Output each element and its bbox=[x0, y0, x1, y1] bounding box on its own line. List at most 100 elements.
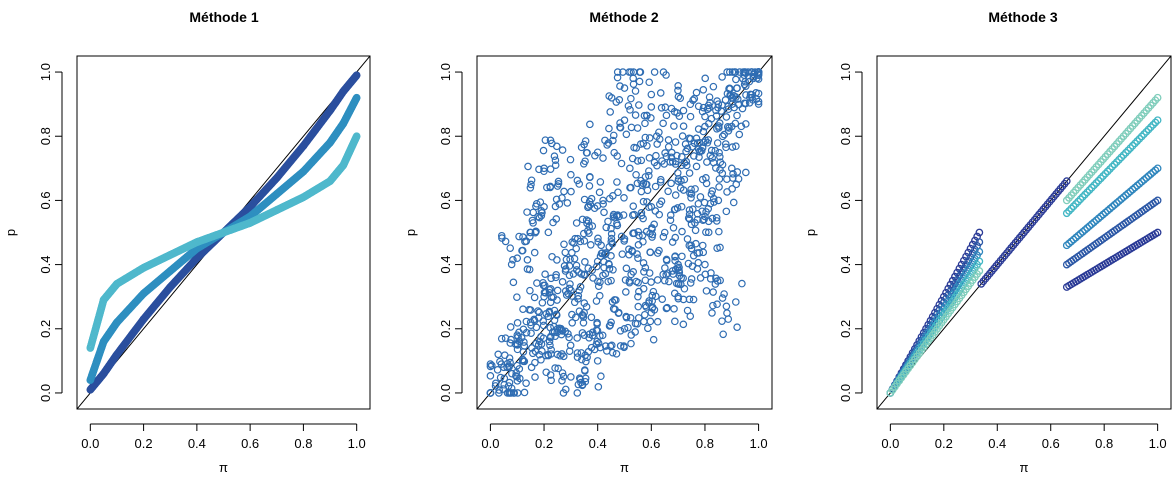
x-axis: 0.0 0.2 0.4 0.6 0.8 1.0 π bbox=[81, 423, 366, 475]
data-point bbox=[650, 68, 659, 76]
data-point bbox=[541, 136, 550, 144]
data-point bbox=[691, 185, 699, 193]
data-point bbox=[514, 333, 522, 341]
data-point bbox=[552, 271, 560, 279]
data-point bbox=[526, 286, 534, 295]
data-point bbox=[664, 143, 673, 151]
y-tick-label: 0.2 bbox=[838, 320, 853, 338]
data-point bbox=[709, 288, 717, 296]
data-point bbox=[1153, 196, 1162, 205]
data-point bbox=[1099, 210, 1107, 219]
data-point bbox=[561, 265, 570, 273]
data-point bbox=[634, 254, 642, 262]
data-point bbox=[1135, 179, 1144, 188]
data-point bbox=[634, 302, 643, 311]
data-point bbox=[558, 369, 567, 377]
data-point bbox=[693, 209, 702, 218]
data-point bbox=[709, 301, 717, 310]
data-point bbox=[1069, 235, 1078, 244]
data-point bbox=[659, 119, 667, 128]
data-point bbox=[679, 106, 688, 115]
data-point bbox=[605, 265, 614, 273]
x-axis-label: π bbox=[620, 460, 629, 475]
data-point bbox=[595, 291, 604, 300]
data-point bbox=[702, 228, 710, 236]
series-6 bbox=[977, 177, 1071, 288]
data-point bbox=[535, 350, 544, 359]
data-point bbox=[1074, 231, 1082, 240]
data-point bbox=[730, 103, 739, 112]
data-point bbox=[733, 111, 741, 120]
data-point bbox=[681, 140, 690, 148]
data-point bbox=[645, 203, 653, 212]
data-point bbox=[602, 223, 611, 232]
data-point bbox=[625, 277, 634, 285]
data-point bbox=[1078, 193, 1087, 201]
y-axis: 0.0 0.2 0.4 0.6 0.8 1.0 p bbox=[803, 63, 863, 402]
data-point bbox=[596, 343, 605, 352]
data-point bbox=[568, 238, 577, 246]
data-point bbox=[1117, 195, 1126, 203]
data-point bbox=[641, 119, 649, 128]
data-point bbox=[513, 254, 522, 262]
data-point bbox=[534, 314, 543, 322]
data-point bbox=[558, 146, 567, 154]
data-point bbox=[580, 195, 589, 204]
data-point bbox=[1112, 199, 1121, 207]
data-point bbox=[702, 287, 711, 295]
chart-title: Méthode 3 bbox=[988, 9, 1057, 25]
data-point bbox=[727, 164, 736, 173]
data-point bbox=[1153, 228, 1162, 237]
data-point bbox=[687, 275, 696, 283]
data-point bbox=[352, 132, 361, 141]
data-point bbox=[553, 256, 561, 264]
data-point bbox=[494, 350, 502, 359]
data-point bbox=[551, 364, 559, 372]
data-point bbox=[718, 169, 727, 178]
y-tick-label: 0.2 bbox=[438, 320, 453, 338]
data-point bbox=[1110, 201, 1119, 209]
data-point bbox=[1144, 125, 1153, 134]
data-point bbox=[607, 224, 615, 233]
data-point bbox=[706, 199, 715, 208]
data-point bbox=[524, 162, 532, 171]
data-point bbox=[609, 192, 617, 200]
data-point bbox=[1096, 212, 1105, 221]
data-point bbox=[550, 152, 559, 161]
data-point bbox=[536, 198, 545, 206]
data-point bbox=[715, 124, 723, 132]
data-point bbox=[565, 333, 573, 342]
data-point bbox=[1072, 233, 1080, 242]
data-point bbox=[661, 264, 669, 272]
data-point bbox=[596, 278, 604, 287]
data-point bbox=[352, 93, 361, 102]
data-point bbox=[1121, 148, 1130, 157]
data-point bbox=[635, 287, 643, 296]
x-tick-label: 0.6 bbox=[1042, 436, 1060, 451]
data-point bbox=[1115, 197, 1123, 205]
data-point bbox=[663, 303, 671, 312]
x-tick-label: 1.0 bbox=[1149, 436, 1167, 451]
data-point bbox=[637, 211, 646, 220]
data-point bbox=[732, 75, 740, 84]
data-point bbox=[598, 331, 607, 340]
data-point bbox=[544, 228, 553, 237]
data-point bbox=[1101, 169, 1110, 178]
data-point bbox=[546, 183, 554, 192]
data-point bbox=[687, 241, 695, 250]
data-point bbox=[664, 187, 672, 196]
data-point bbox=[955, 272, 964, 280]
data-point bbox=[1067, 204, 1076, 213]
data-point bbox=[622, 130, 631, 139]
data-point bbox=[1065, 207, 1073, 215]
data-point bbox=[1135, 134, 1144, 143]
data-point bbox=[647, 114, 655, 122]
x-axis: 0.0 0.2 0.4 0.6 0.8 1.0 π bbox=[481, 423, 768, 475]
data-point bbox=[523, 265, 532, 273]
data-point bbox=[1106, 165, 1114, 173]
data-point bbox=[713, 139, 722, 147]
data-point bbox=[1108, 162, 1117, 171]
data-point bbox=[671, 233, 680, 242]
data-point bbox=[1126, 187, 1135, 196]
data-point bbox=[680, 284, 689, 293]
